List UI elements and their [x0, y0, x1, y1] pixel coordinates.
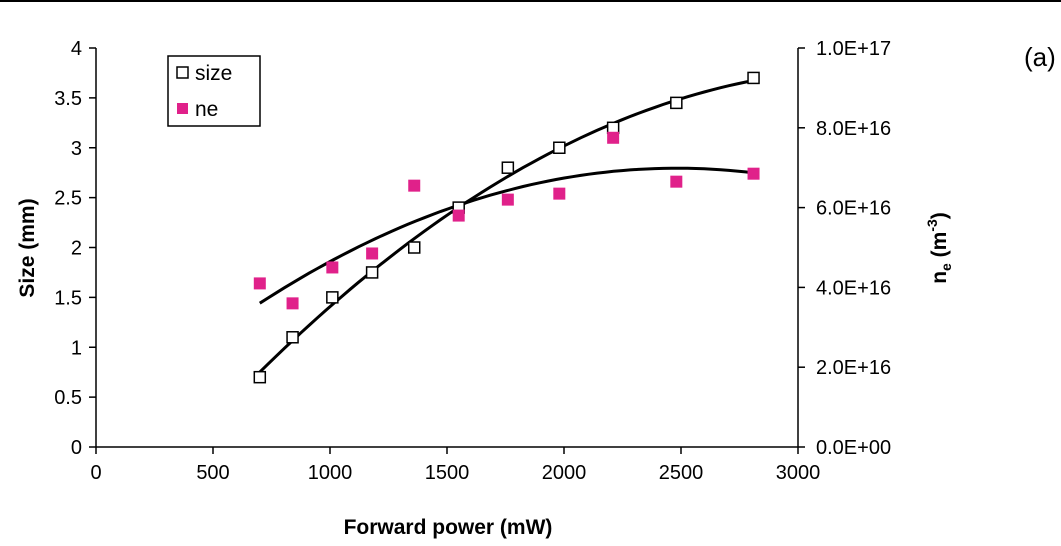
trendline-size — [258, 79, 754, 374]
axes — [89, 47, 805, 454]
legend-marker-ne — [177, 103, 188, 114]
x-tick-label: 2500 — [659, 462, 704, 484]
y-right-axis-title: ne (m-3) — [924, 212, 954, 284]
y-right-tick-label: 4.0E+16 — [816, 277, 891, 299]
y-right-tick-label: 6.0E+16 — [816, 198, 891, 220]
y-left-tick-label: 3.5 — [54, 88, 82, 110]
point-ne — [253, 277, 266, 290]
y-right-axis-title-subscript: e — [938, 263, 954, 271]
y-right-tick-label: 1.0E+17 — [816, 38, 891, 60]
point-ne — [408, 179, 421, 192]
y-right-axis-title-unit-close: ) — [928, 212, 951, 219]
point-size — [747, 71, 760, 85]
point-size — [326, 291, 339, 304]
y-left-tick-label: 1 — [71, 337, 82, 359]
point-size — [606, 121, 620, 135]
point-ne — [670, 175, 683, 188]
y-left-tick-label: 2 — [71, 238, 82, 260]
y-right-tick-label: 0.0E+00 — [816, 437, 891, 459]
x-tick-label: 0 — [90, 462, 101, 484]
y-left-tick-label: 0 — [71, 437, 82, 459]
legend: size ne — [167, 55, 261, 127]
y-right-tick-label: 2.0E+16 — [816, 357, 891, 379]
y-left-axis-title: Size (mm) — [16, 198, 39, 297]
y-left-tick-label: 4 — [71, 38, 82, 60]
trendlines — [258, 79, 754, 374]
trendline-ne — [258, 166, 754, 305]
x-tick-label: 1500 — [425, 462, 470, 484]
point-ne — [326, 261, 339, 274]
point-size — [365, 266, 379, 279]
point-size — [407, 241, 421, 254]
y-right-axis-title-superscript: -3 — [924, 219, 940, 232]
y-left-tick-label: 1.5 — [54, 287, 82, 309]
x-tick-label: 1000 — [308, 462, 353, 484]
y-right-axis-title-unit-open: (m — [928, 232, 951, 264]
y-left-tick-label: 2.5 — [54, 188, 82, 210]
panel-label: (a) — [1024, 42, 1056, 72]
point-ne — [366, 247, 379, 260]
y-left-tick-labels: 0 0.5 1 1.5 2 2.5 3 3.5 4 — [54, 38, 82, 459]
legend-marker-size — [176, 66, 189, 79]
point-size — [670, 96, 683, 110]
y-right-axis-title-main: n — [928, 271, 951, 284]
x-tick-labels: 0 500 1000 1500 2000 2500 3000 — [90, 462, 820, 484]
x-tick-label: 2000 — [542, 462, 587, 484]
point-size — [253, 370, 267, 384]
legend-label-ne: ne — [195, 98, 218, 121]
point-ne — [501, 193, 514, 206]
x-tick-label: 3000 — [776, 462, 821, 484]
point-size — [553, 141, 566, 154]
y-left-tick-label: 3 — [71, 138, 82, 160]
point-ne — [553, 187, 566, 200]
y-right-tick-label: 8.0E+16 — [816, 118, 891, 140]
point-size — [501, 161, 515, 174]
legend-label-size: size — [195, 62, 232, 85]
point-size — [286, 331, 299, 344]
point-ne — [452, 209, 465, 222]
y-left-tick-label: 0.5 — [54, 387, 82, 409]
point-ne — [607, 131, 620, 144]
y-right-tick-labels: 0.0E+00 2.0E+16 4.0E+16 6.0E+16 8.0E+16 1.0E+… — [816, 38, 891, 459]
x-axis-title: Forward power (mW) — [344, 516, 553, 539]
point-ne — [747, 167, 760, 180]
point-ne — [286, 297, 299, 310]
data-points — [253, 71, 760, 384]
x-tick-label: 500 — [196, 462, 229, 484]
